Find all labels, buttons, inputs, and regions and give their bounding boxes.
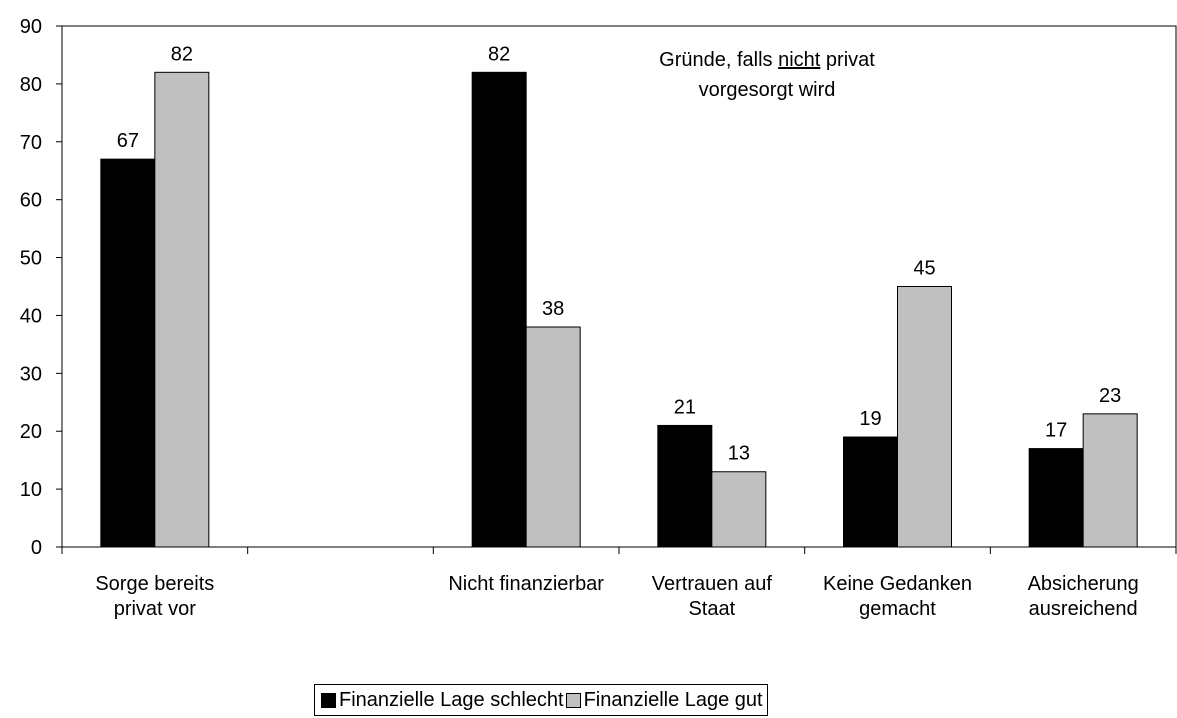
plot-frame bbox=[61, 25, 1177, 548]
x-tick-label: Sorge bereits privat vor bbox=[95, 573, 215, 620]
data-label: 82 bbox=[488, 43, 510, 65]
data-label: 38 bbox=[542, 298, 564, 320]
bar bbox=[471, 71, 527, 548]
annotation-part: privat bbox=[826, 49, 875, 71]
x-tick-label: Absicherung ausreichend bbox=[1027, 573, 1139, 620]
x-tick-label: Nicht finanzierbar bbox=[448, 573, 604, 595]
y-tick-label: 0 bbox=[31, 537, 42, 559]
y-tick-label: 50 bbox=[20, 248, 42, 270]
bar bbox=[843, 436, 898, 548]
legend: Finanzielle Lage schlecht Finanzielle Lag… bbox=[314, 684, 768, 716]
y-tick-label: 40 bbox=[20, 305, 42, 327]
bar bbox=[1082, 413, 1138, 548]
legend-label: Finanzielle Lage schlecht bbox=[339, 688, 564, 711]
annotation-part: Gründe, falls bbox=[659, 49, 772, 71]
bar bbox=[525, 326, 581, 548]
data-label: 17 bbox=[1045, 420, 1067, 442]
data-label: 67 bbox=[117, 130, 139, 152]
y-tick-label: 10 bbox=[20, 479, 42, 501]
bar bbox=[657, 424, 713, 548]
bar bbox=[711, 471, 767, 548]
annotation: Gründe, falls nicht privat bbox=[659, 49, 875, 71]
bar bbox=[154, 71, 210, 548]
data-label: 21 bbox=[674, 396, 696, 418]
bar bbox=[1028, 448, 1084, 548]
legend-label: Finanzielle Lage gut bbox=[583, 688, 763, 711]
legend-swatch bbox=[321, 692, 336, 708]
legend-swatch bbox=[565, 692, 581, 708]
y-tick-label: 90 bbox=[20, 16, 42, 38]
x-tick-label: Keine Gedanken gemacht bbox=[822, 573, 972, 620]
y-tick-label: 80 bbox=[20, 74, 42, 96]
y-tick-label: 60 bbox=[20, 190, 42, 212]
data-label: 23 bbox=[1099, 385, 1121, 407]
annotation-part: nicht bbox=[778, 49, 821, 71]
y-tick-label: 20 bbox=[20, 421, 42, 443]
bar bbox=[100, 158, 156, 548]
data-label: 13 bbox=[728, 443, 750, 465]
bar bbox=[897, 286, 952, 548]
y-tick-label: 70 bbox=[20, 132, 42, 154]
data-label: 19 bbox=[859, 408, 881, 430]
y-tick-label: 30 bbox=[20, 363, 42, 385]
data-label: 82 bbox=[171, 43, 193, 65]
data-label: 45 bbox=[913, 258, 935, 280]
annotation: vorgesorgt wird bbox=[699, 79, 836, 101]
x-tick-label: Vertrauen auf Staat bbox=[651, 573, 772, 620]
